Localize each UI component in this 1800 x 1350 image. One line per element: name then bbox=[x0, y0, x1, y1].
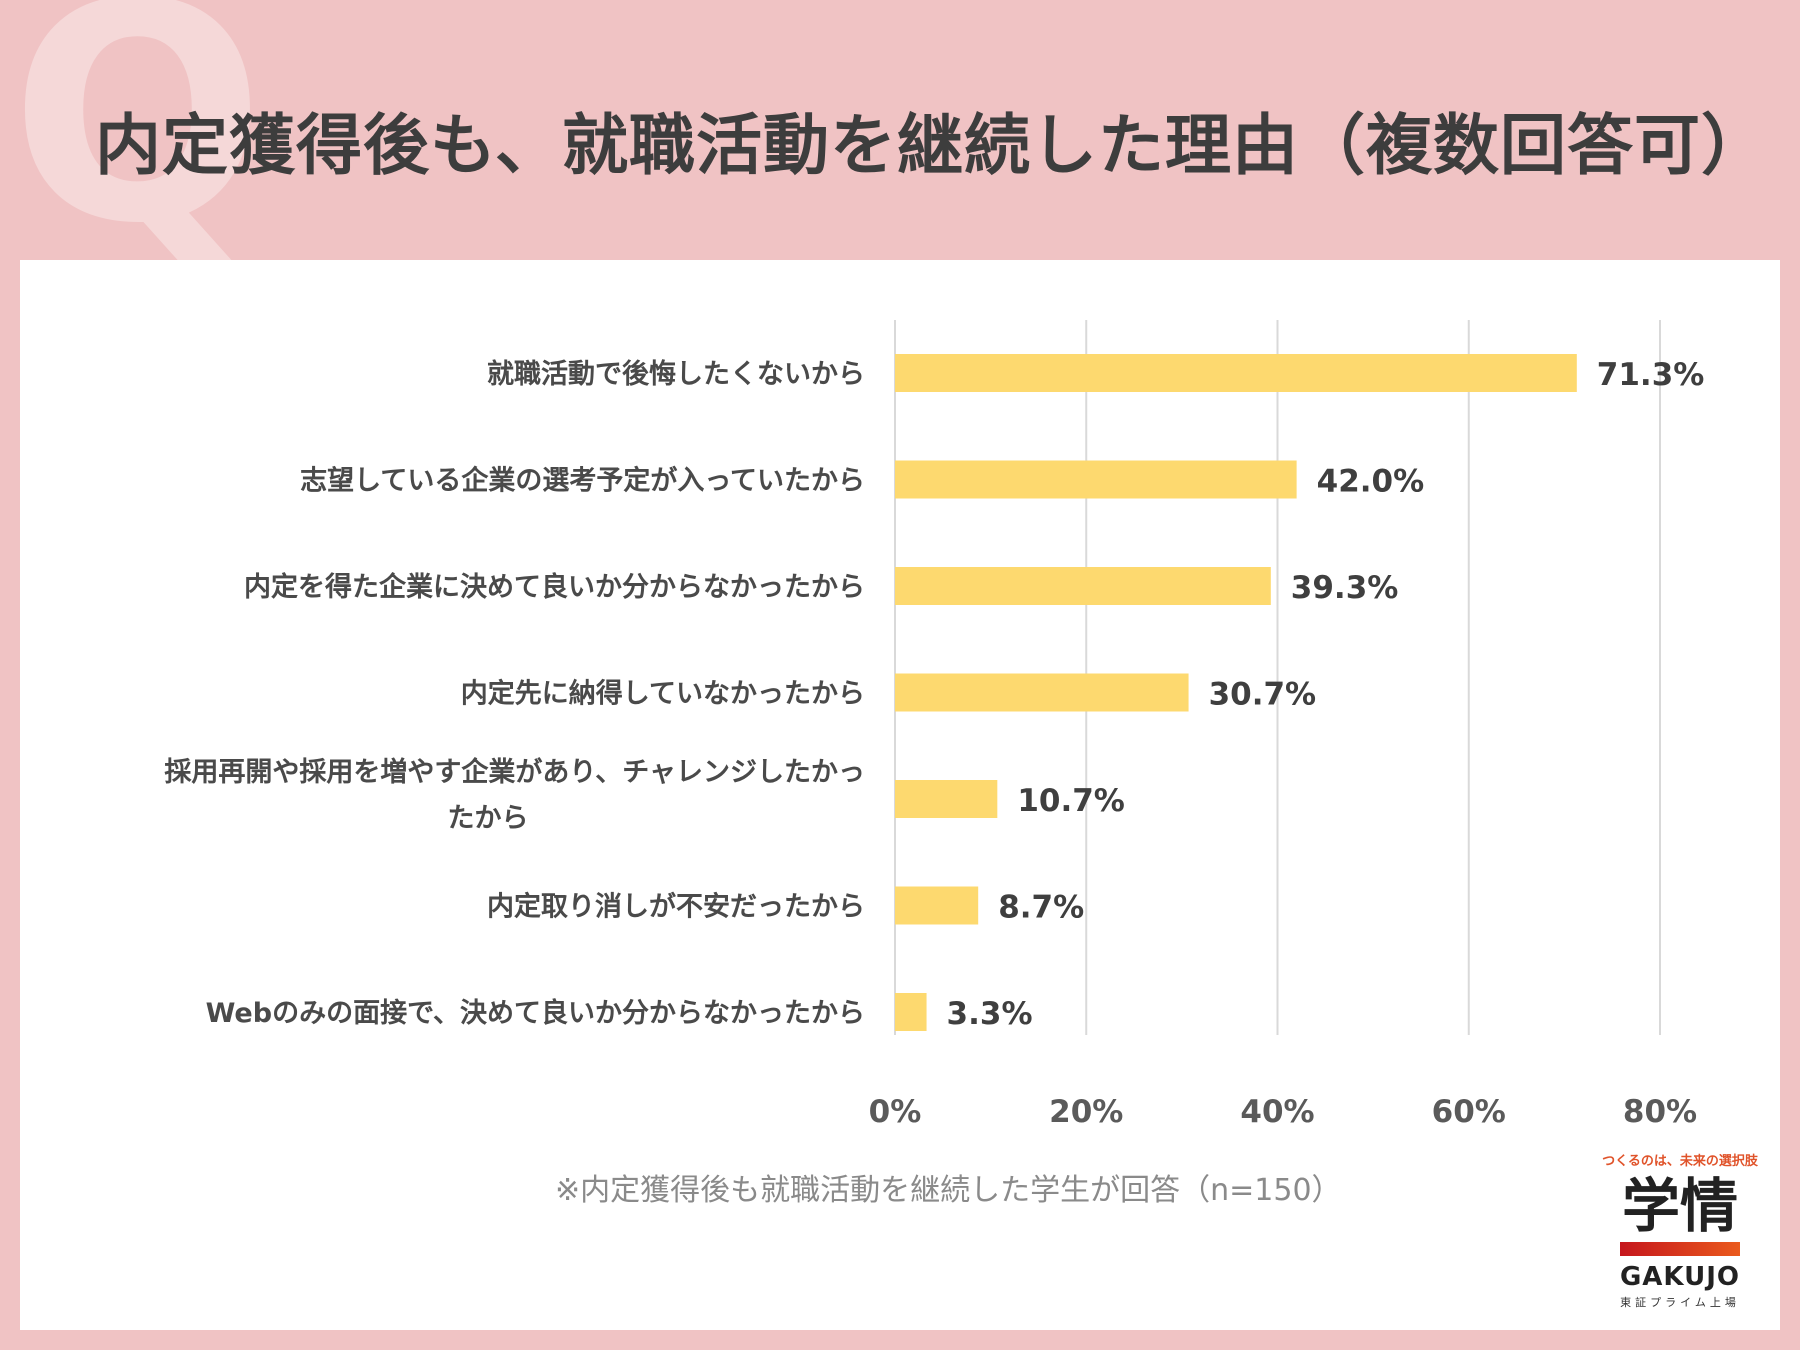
bar-chart: 0% 20% 40% 60% 80% 71.3% 就職活動で後悔したくないから 42.0% 志望… bbox=[164, 320, 1705, 1130]
category-label: 採用再開や採用を増やす企業があり、チャレンジしたかっ bbox=[164, 756, 865, 788]
x-tick-label: 0% bbox=[869, 1094, 922, 1130]
category-label: 内定取り消しが不安だったから bbox=[487, 891, 865, 923]
value-label: 3.3% bbox=[947, 996, 1033, 1032]
value-label: 39.3% bbox=[1291, 570, 1399, 606]
category-label: Webのみの面接で、決めて良いか分からなかったから bbox=[206, 997, 865, 1029]
x-tick-label: 60% bbox=[1432, 1094, 1506, 1130]
category-label-wrap: たから bbox=[448, 803, 529, 834]
bar bbox=[895, 354, 1577, 392]
bar bbox=[895, 886, 979, 925]
value-label: 10.7% bbox=[1017, 783, 1125, 819]
bar bbox=[895, 567, 1271, 605]
logo-english: GAKUJO bbox=[1619, 1261, 1741, 1292]
chart-panel: 0% 20% 40% 60% 80% 71.3% 就職活動で後悔したくないから 42.0% 志望… bbox=[20, 260, 1780, 1330]
gakujo-logo: つくるのは、未来の選択肢 学情 GAKUJO 東証プライム上場 bbox=[1590, 1150, 1770, 1310]
q-watermark: Q bbox=[10, 0, 266, 289]
category-label: 内定を得た企業に決めて良いか分からなかったから bbox=[244, 571, 865, 603]
bar bbox=[895, 780, 998, 818]
category-label: 就職活動で後悔したくないから bbox=[487, 358, 865, 390]
logo-tagline: つくるのは、未来の選択肢 bbox=[1602, 1154, 1758, 1169]
bar bbox=[895, 673, 1189, 712]
bar bbox=[895, 460, 1297, 499]
category-label: 志望している企業の選考予定が入っていたから bbox=[300, 465, 865, 497]
x-tick-label: 40% bbox=[1240, 1094, 1314, 1130]
value-label: 42.0% bbox=[1317, 464, 1425, 500]
bar bbox=[895, 993, 927, 1031]
category-label: 内定先に納得していなかったから bbox=[461, 678, 865, 710]
logo-kanji: 学情 bbox=[1621, 1172, 1738, 1240]
value-label: 8.7% bbox=[998, 890, 1084, 926]
value-label: 71.3% bbox=[1597, 357, 1705, 393]
logo-subtitle: 東証プライム上場 bbox=[1620, 1295, 1740, 1309]
x-tick-label: 80% bbox=[1623, 1094, 1697, 1130]
page-title: 内定獲得後も、就職活動を継続した理由（複数回答可） bbox=[95, 107, 1769, 184]
footnote: ※内定獲得後も就職活動を継続した学生が回答（n=150） bbox=[555, 1173, 1342, 1208]
x-tick-label: 20% bbox=[1049, 1094, 1123, 1130]
logo-color-bar bbox=[1620, 1241, 1740, 1256]
value-label: 30.7% bbox=[1209, 677, 1317, 713]
